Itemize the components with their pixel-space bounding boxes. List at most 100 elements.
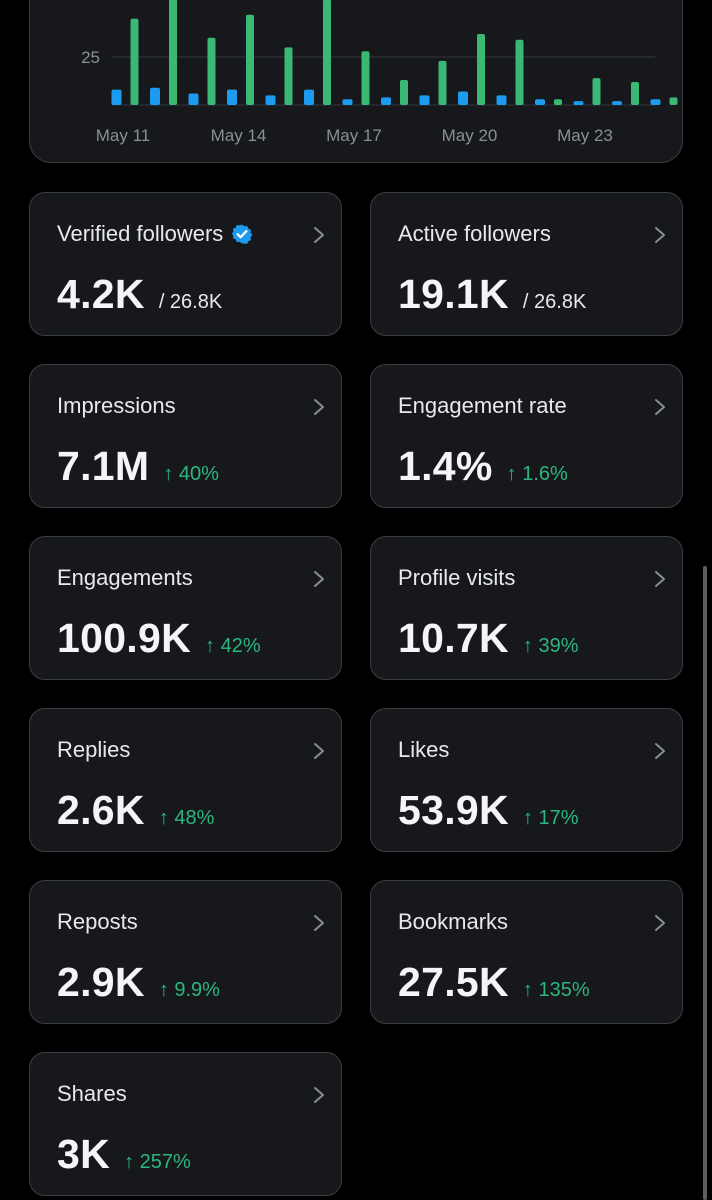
card-active-followers[interactable]: Active followers 19.1K / 26.8K [370,192,683,336]
bar-green [284,47,293,105]
metric-change: ↑ 135% [522,979,590,1001]
card-title-label: Profile visits [398,565,516,590]
bar-blue [381,97,391,105]
metric-total: / 26.8K [158,291,223,313]
bar-blue [304,89,314,105]
card-title-label: Shares [57,1081,127,1106]
bar-blue [419,95,430,105]
metric-change: ↑ 257% [124,1151,191,1173]
card-shares[interactable]: Shares 3K ↑ 257% [29,1052,342,1196]
bar-green [631,81,639,105]
card-title-label: Impressions [57,393,176,418]
bar-blue [111,89,122,105]
x-tick-label: May 14 [211,126,267,145]
bar-blue [458,91,468,105]
card-value-row: 53.9K ↑ 17% [398,787,579,834]
card-value-row: 2.9K ↑ 9.9% [57,959,220,1006]
chevron-right-icon [655,743,665,759]
metric-value: 19.1K [398,271,509,317]
x-tick-label: May 23 [557,126,613,145]
bar-blue [496,95,507,105]
card-value-row: 3K ↑ 257% [57,1131,191,1178]
card-value-row: 19.1K / 26.8K [398,271,586,318]
bar-blue [342,99,353,105]
card-engagement-rate[interactable]: Engagement rate 1.4% ↑ 1.6% [370,364,683,508]
card-value-row: 1.4% ↑ 1.6% [398,443,568,490]
card-bookmarks[interactable]: Bookmarks 27.5K ↑ 135% [370,880,683,1024]
bar-green [400,80,408,105]
chevron-right-icon [655,915,665,931]
card-value-row: 7.1M ↑ 40% [57,443,219,490]
card-value-row: 27.5K ↑ 135% [398,959,590,1006]
card-reposts[interactable]: Reposts 2.9K ↑ 9.9% [29,880,342,1024]
bar-green [169,0,177,105]
verified-badge-icon [231,224,253,244]
bar-green [669,97,678,105]
card-title-label: Likes [398,737,450,762]
bar-green [554,99,562,105]
metric-value: 27.5K [398,959,509,1005]
metric-change: ↑ 9.9% [158,979,220,1001]
bar-blue [573,101,584,105]
card-verified-followers[interactable]: Verified followers 4.2K / 26.8K [29,192,342,336]
metric-value: 53.9K [398,787,509,833]
card-impressions[interactable]: Impressions 7.1M ↑ 40% [29,364,342,508]
chevron-right-icon [314,399,324,415]
card-title-label: Engagements [57,565,193,590]
card-likes[interactable]: Likes 53.9K ↑ 17% [370,708,683,852]
card-title-label: Bookmarks [398,909,509,934]
card-replies[interactable]: Replies 2.6K ↑ 48% [29,708,342,852]
metric-change: ↑ 39% [522,635,579,657]
card-title-label: Engagement rate [398,393,567,418]
chevron-right-icon [314,915,324,931]
metric-change: ↑ 1.6% [506,463,568,485]
bar-green [323,0,331,105]
chevron-right-icon [314,571,324,587]
metric-change: ↑ 48% [158,807,215,829]
metric-change: ↑ 42% [205,635,261,657]
bar-green [477,33,485,105]
bar-blue [150,87,160,105]
bar-blue [265,95,276,105]
chevron-right-icon [655,399,665,415]
y-tick-label: 25 [81,48,100,67]
bar-blue [612,101,622,105]
bar-green [246,14,254,106]
metric-change: ↑ 40% [163,463,219,485]
card-value-row: 10.7K ↑ 39% [398,615,579,662]
metric-value: 2.9K [57,959,145,1005]
metric-value: 7.1M [57,443,150,489]
metric-value: 1.4% [398,443,493,489]
chevron-right-icon [314,1087,324,1103]
card-title-label: Active followers [398,221,551,246]
card-profile-visits[interactable]: Profile visits 10.7K ↑ 39% [370,536,683,680]
card-value-row: 100.9K ↑ 42% [57,615,261,662]
metric-value: 100.9K [57,615,192,661]
metric-value: 10.7K [398,615,509,661]
bar-green [438,60,447,105]
metric-value: 2.6K [57,787,145,833]
bar-green [361,51,370,105]
chevron-right-icon [655,571,665,587]
card-title-label: Reposts [57,909,138,934]
scrollbar[interactable] [703,566,707,1200]
bar-blue [227,89,237,105]
x-tick-label: May 20 [442,126,498,145]
chevron-right-icon [314,227,324,243]
metric-total: / 26.8K [522,291,587,313]
x-tick-label: May 17 [326,126,382,145]
card-title: Verified followers [57,221,253,247]
card-value-row: 4.2K / 26.8K [57,271,222,318]
card-title-label: Replies [57,737,131,762]
bar-blue [650,99,661,105]
card-engagements[interactable]: Engagements 100.9K ↑ 42% [29,536,342,680]
bar-blue [535,99,545,105]
card-title-label: Verified followers [57,221,224,246]
bar-green [515,39,524,105]
bar-green [207,37,216,105]
metric-change: ↑ 17% [522,807,579,829]
card-value-row: 2.6K ↑ 48% [57,787,214,834]
